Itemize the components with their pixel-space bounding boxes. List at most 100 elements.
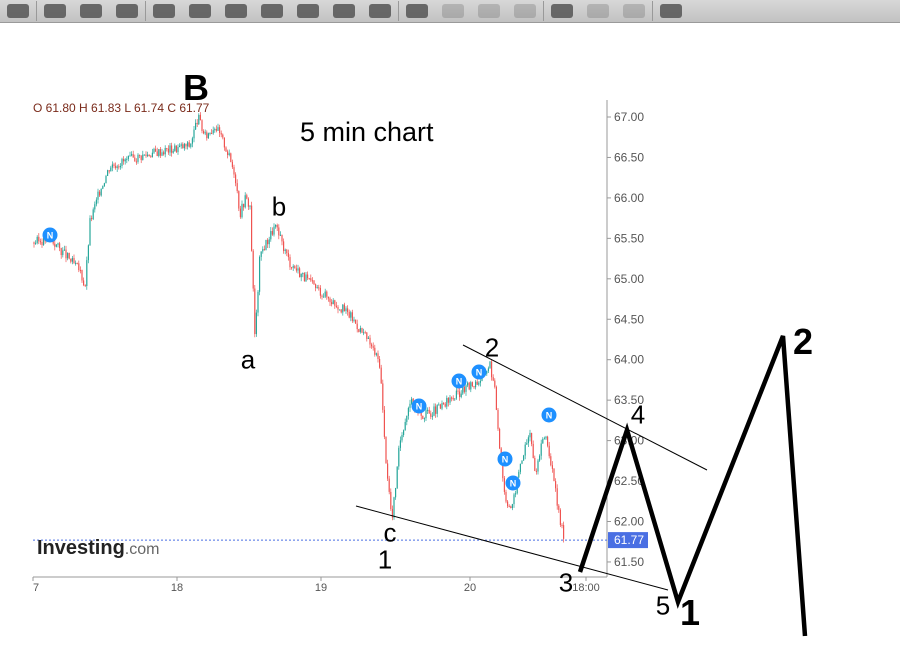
candle-body (356, 323, 358, 330)
candle-body (91, 218, 93, 220)
candle-body (283, 241, 285, 251)
candle-body (407, 407, 409, 416)
wave-label-4: 4 (630, 399, 646, 430)
candle-body (103, 183, 105, 187)
candle-body (502, 462, 504, 479)
candle-body (315, 284, 317, 288)
candle-body (286, 249, 288, 254)
candle-body (443, 403, 445, 405)
star-tool-icon[interactable] (333, 4, 355, 18)
candle-body (473, 386, 475, 388)
candle-body (267, 239, 269, 245)
candle-body (396, 466, 398, 489)
candle-body (198, 114, 200, 125)
candle-body (164, 148, 166, 155)
candle-body (110, 167, 112, 172)
candle-body (97, 191, 99, 200)
wave-label-1: 1 (377, 544, 393, 575)
candle-body (255, 312, 257, 335)
candle-body (185, 143, 187, 147)
layer-icon-icon[interactable] (551, 4, 573, 18)
candle-body (227, 151, 229, 155)
candle-body (81, 270, 83, 281)
wave-label-big-1: 1 (679, 592, 701, 633)
candle-body (177, 147, 179, 153)
upper-trendline (462, 344, 708, 471)
undo-icon-icon[interactable] (406, 4, 428, 18)
candle-body (499, 428, 501, 449)
candle-body (559, 509, 561, 525)
candle-body (284, 249, 286, 251)
gradient-tool-icon[interactable] (369, 4, 391, 18)
candle-body (187, 142, 189, 147)
candle-body (163, 152, 165, 155)
logo-suffix: .com (124, 541, 160, 558)
candle-body (297, 268, 299, 271)
candle-body (263, 249, 265, 251)
candle-body (57, 243, 59, 245)
wave-label-3: 3 (558, 567, 574, 598)
candle-body (268, 239, 270, 245)
candle-body (179, 145, 181, 148)
candle-body (127, 155, 129, 159)
pen-tool-icon[interactable] (80, 4, 102, 18)
candle-body (159, 149, 161, 156)
candle-body (70, 258, 72, 262)
candle-body (364, 332, 366, 334)
candle-body (131, 154, 133, 156)
candle-body (87, 245, 89, 261)
candle-body (244, 195, 246, 208)
arrow-tool-icon[interactable] (44, 4, 66, 18)
candle-body (427, 409, 429, 411)
flip-tool-icon[interactable] (225, 4, 247, 18)
candle-body (470, 382, 472, 390)
align-icon-icon[interactable] (478, 4, 500, 18)
candle-body (308, 278, 310, 280)
corner-tool-icon[interactable] (116, 4, 138, 18)
candle-body (217, 127, 219, 131)
candle-body (247, 198, 249, 207)
align-icon-icon[interactable] (442, 4, 464, 18)
candle-body (439, 404, 441, 409)
candle-body (172, 150, 174, 153)
candle-body (100, 188, 102, 196)
y-tick-label: 67.00 (614, 110, 644, 124)
candle-body (214, 129, 216, 131)
candle-body (532, 443, 534, 458)
crop-icon-icon[interactable] (587, 4, 609, 18)
candle-body (310, 278, 312, 281)
candle-body (174, 145, 176, 151)
candle-body (387, 463, 389, 479)
candle-body (119, 166, 121, 168)
candle-body (230, 153, 232, 162)
circle-tool-icon[interactable] (7, 4, 29, 18)
callout-tool-icon[interactable] (297, 4, 319, 18)
candle-body (62, 250, 64, 256)
candle-body (75, 262, 77, 264)
grid-icon-icon[interactable] (514, 4, 536, 18)
candle-body (204, 132, 206, 134)
candle-body (129, 155, 131, 157)
candle-body (166, 148, 168, 150)
candle-body (391, 508, 393, 518)
candle-body (335, 305, 337, 307)
candle-body (279, 234, 281, 236)
candle-body (107, 170, 109, 177)
candle-body (555, 481, 557, 489)
line-icon-icon[interactable] (623, 4, 645, 18)
candle-body (68, 252, 70, 259)
candle-body (238, 191, 240, 209)
candle-body (196, 122, 198, 125)
wave-label-a: a (240, 344, 256, 375)
candle-body (342, 304, 344, 313)
candle-body (220, 132, 222, 135)
rotate-tool-icon[interactable] (189, 4, 211, 18)
candle-body (147, 154, 149, 156)
transform-icon-icon[interactable] (660, 4, 682, 18)
candle-body (182, 144, 184, 149)
candle-body (433, 406, 435, 416)
wave-label-c: c (383, 517, 397, 548)
fill-tool-icon[interactable] (153, 4, 175, 18)
rect-tool-icon[interactable] (261, 4, 283, 18)
candle-body (180, 144, 182, 146)
